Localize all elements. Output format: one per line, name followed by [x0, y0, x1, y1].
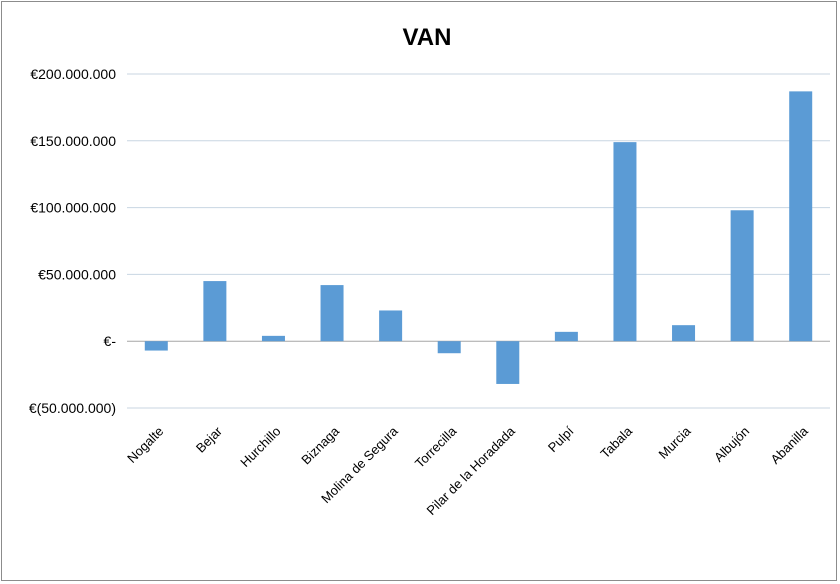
x-tick-label: Albujón — [711, 424, 752, 465]
y-tick-label: €150.000.000 — [30, 133, 116, 149]
bar-bejar — [203, 281, 226, 341]
x-tick-label: Murcia — [655, 423, 694, 462]
bar-nogalte — [145, 341, 168, 350]
y-tick-label: €(50.000.000) — [29, 400, 116, 416]
x-tick-label: Hurchillo — [237, 424, 283, 470]
y-tick-label: €200.000.000 — [30, 66, 116, 82]
bar-pilar-de-la-horadada — [496, 341, 519, 384]
y-tick-label: €50.000.000 — [38, 266, 116, 282]
chart-title: VAN — [403, 24, 452, 51]
bar-torrecilla — [438, 341, 461, 353]
x-tick-label: Biznaga — [298, 423, 342, 467]
x-tick-label: Pulpí — [545, 423, 577, 455]
bar-pulpí — [555, 332, 578, 341]
y-tick-label: €- — [104, 333, 117, 349]
x-tick-label: Tabala — [597, 423, 635, 461]
x-tick-label: Bejar — [193, 423, 226, 456]
x-tick-label: Torrecilla — [412, 423, 460, 471]
y-tick-label: €100.000.000 — [30, 200, 116, 216]
x-tick-label: Nogalte — [124, 424, 166, 466]
bar-hurchillo — [262, 336, 285, 341]
bar-tabala — [613, 142, 636, 341]
bar-molina-de-segura — [379, 310, 402, 341]
bar-biznaga — [321, 285, 344, 341]
bar-albujón — [731, 210, 754, 341]
x-tick-label: Abanilla — [768, 423, 812, 467]
bar-abanilla — [789, 91, 812, 341]
bar-murcia — [672, 325, 695, 341]
